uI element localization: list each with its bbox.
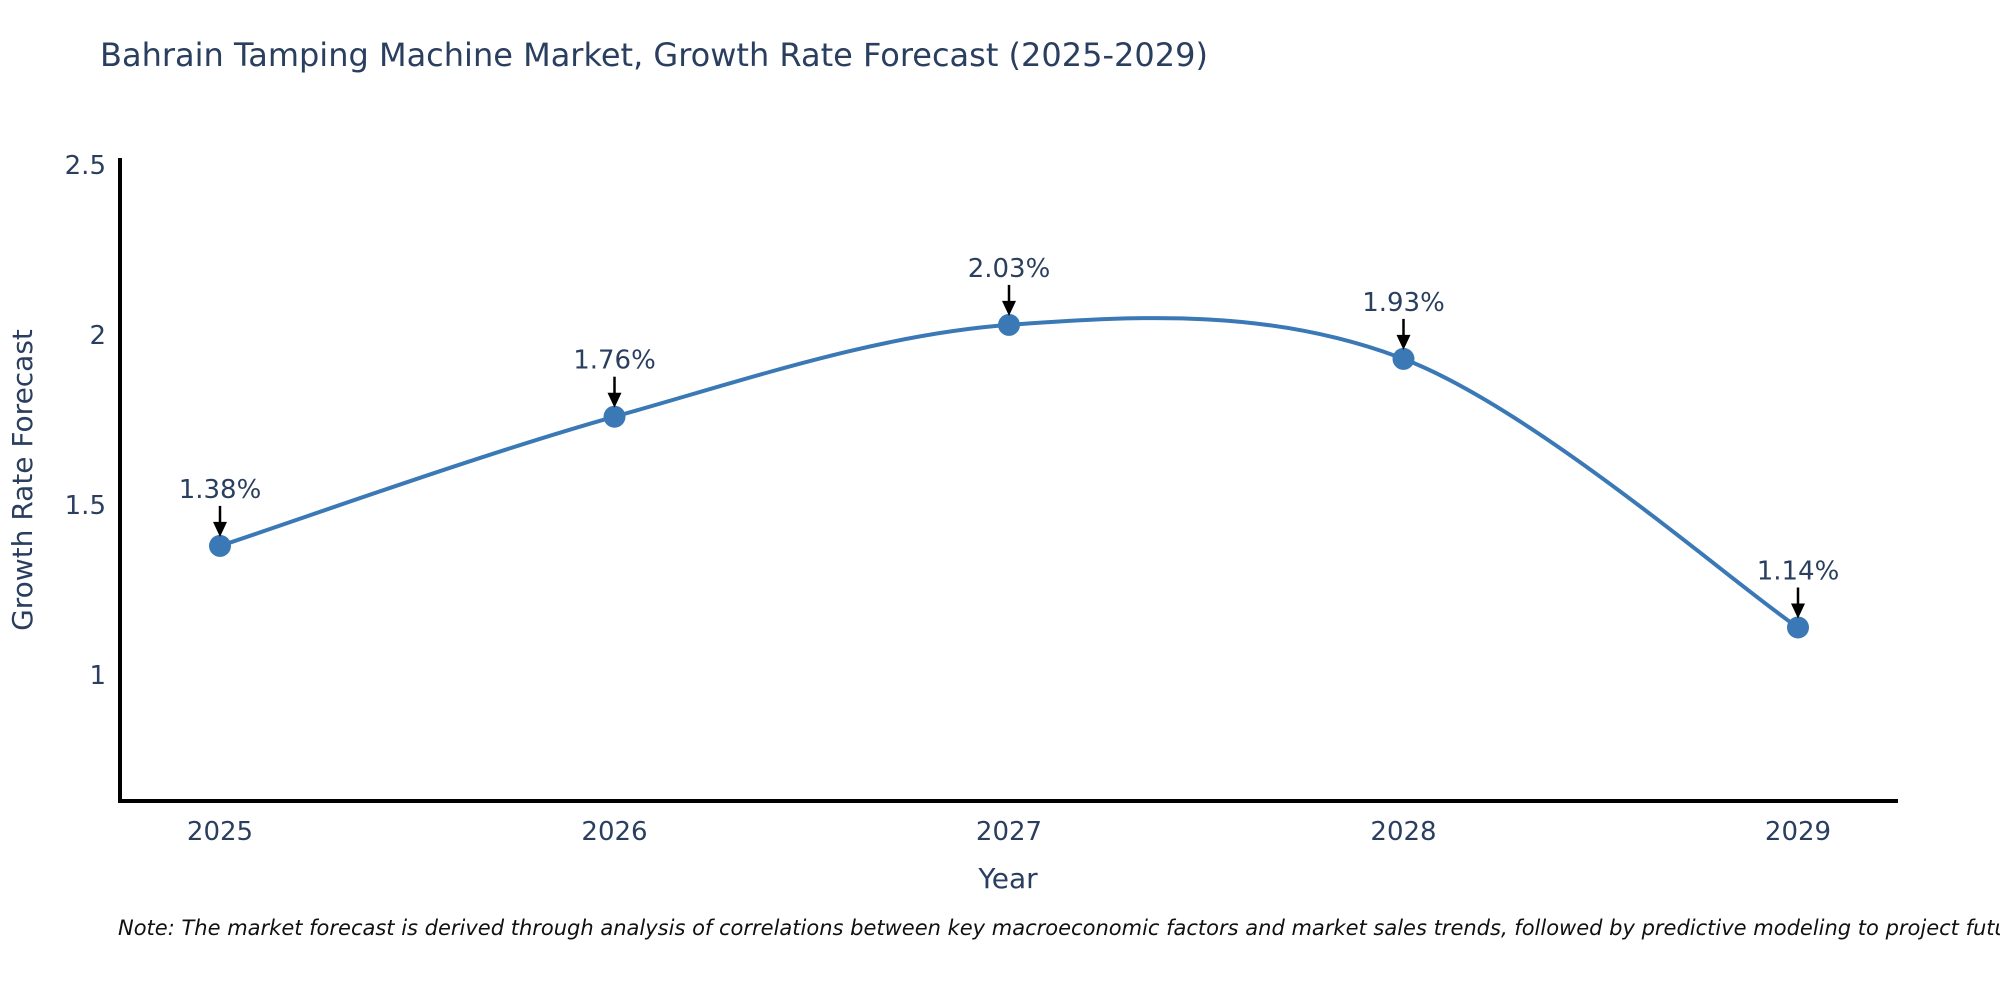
x-axis-title: Year bbox=[977, 862, 1038, 895]
annotation-arrow-head bbox=[607, 392, 622, 408]
data-point-marker[interactable] bbox=[603, 405, 626, 428]
y-tick-label: 2 bbox=[89, 321, 106, 351]
data-point-label: 2.03% bbox=[968, 254, 1051, 284]
trend-line bbox=[218, 316, 1800, 630]
x-tick-label: 2025 bbox=[187, 817, 253, 847]
data-point-marker[interactable] bbox=[998, 313, 1020, 336]
data-point-marker[interactable] bbox=[1787, 616, 1809, 639]
annotation-arrow-head bbox=[1396, 334, 1411, 350]
data-point-label: 1.38% bbox=[179, 475, 262, 505]
y-axis-title: Growth Rate Forecast bbox=[6, 329, 39, 631]
data-point-label: 1.76% bbox=[573, 346, 656, 376]
data-point-label: 1.14% bbox=[1757, 557, 1840, 587]
x-tick-label: 2028 bbox=[1370, 817, 1436, 847]
data-point-annotations: 1.38% 1.76% 2.03% 1.93% 1.14% bbox=[179, 254, 1840, 619]
trend-line-group bbox=[218, 316, 1800, 630]
data-point-marker[interactable] bbox=[1392, 347, 1415, 370]
y-axis-ticks: 2.5 2 1.5 1 bbox=[65, 151, 106, 691]
chart-title: Bahrain Tamping Machine Market, Growth R… bbox=[100, 36, 1208, 74]
y-tick-label: 1.5 bbox=[65, 491, 106, 521]
y-tick-label: 2.5 bbox=[65, 151, 106, 181]
data-point-markers bbox=[209, 313, 1809, 639]
annotation-arrow-head bbox=[1791, 603, 1805, 619]
growth-rate-line-chart: 2.5 2 1.5 1 2025 2026 2027 2028 2029 1.38% 1.76%… bbox=[6, 151, 1898, 895]
x-tick-label: 2027 bbox=[976, 817, 1042, 847]
x-axis-ticks: 2025 2026 2027 2028 2029 bbox=[187, 817, 1831, 847]
data-point-marker[interactable] bbox=[209, 534, 231, 557]
annotation-arrow-head bbox=[1002, 300, 1016, 316]
annotation-arrow-head bbox=[213, 521, 227, 537]
x-tick-label: 2026 bbox=[581, 817, 647, 847]
x-tick-label: 2029 bbox=[1765, 817, 1831, 847]
data-point-label: 1.93% bbox=[1362, 288, 1445, 318]
y-tick-label: 1 bbox=[89, 661, 106, 691]
footnote: Note: The market forecast is derived thr… bbox=[118, 916, 2000, 940]
